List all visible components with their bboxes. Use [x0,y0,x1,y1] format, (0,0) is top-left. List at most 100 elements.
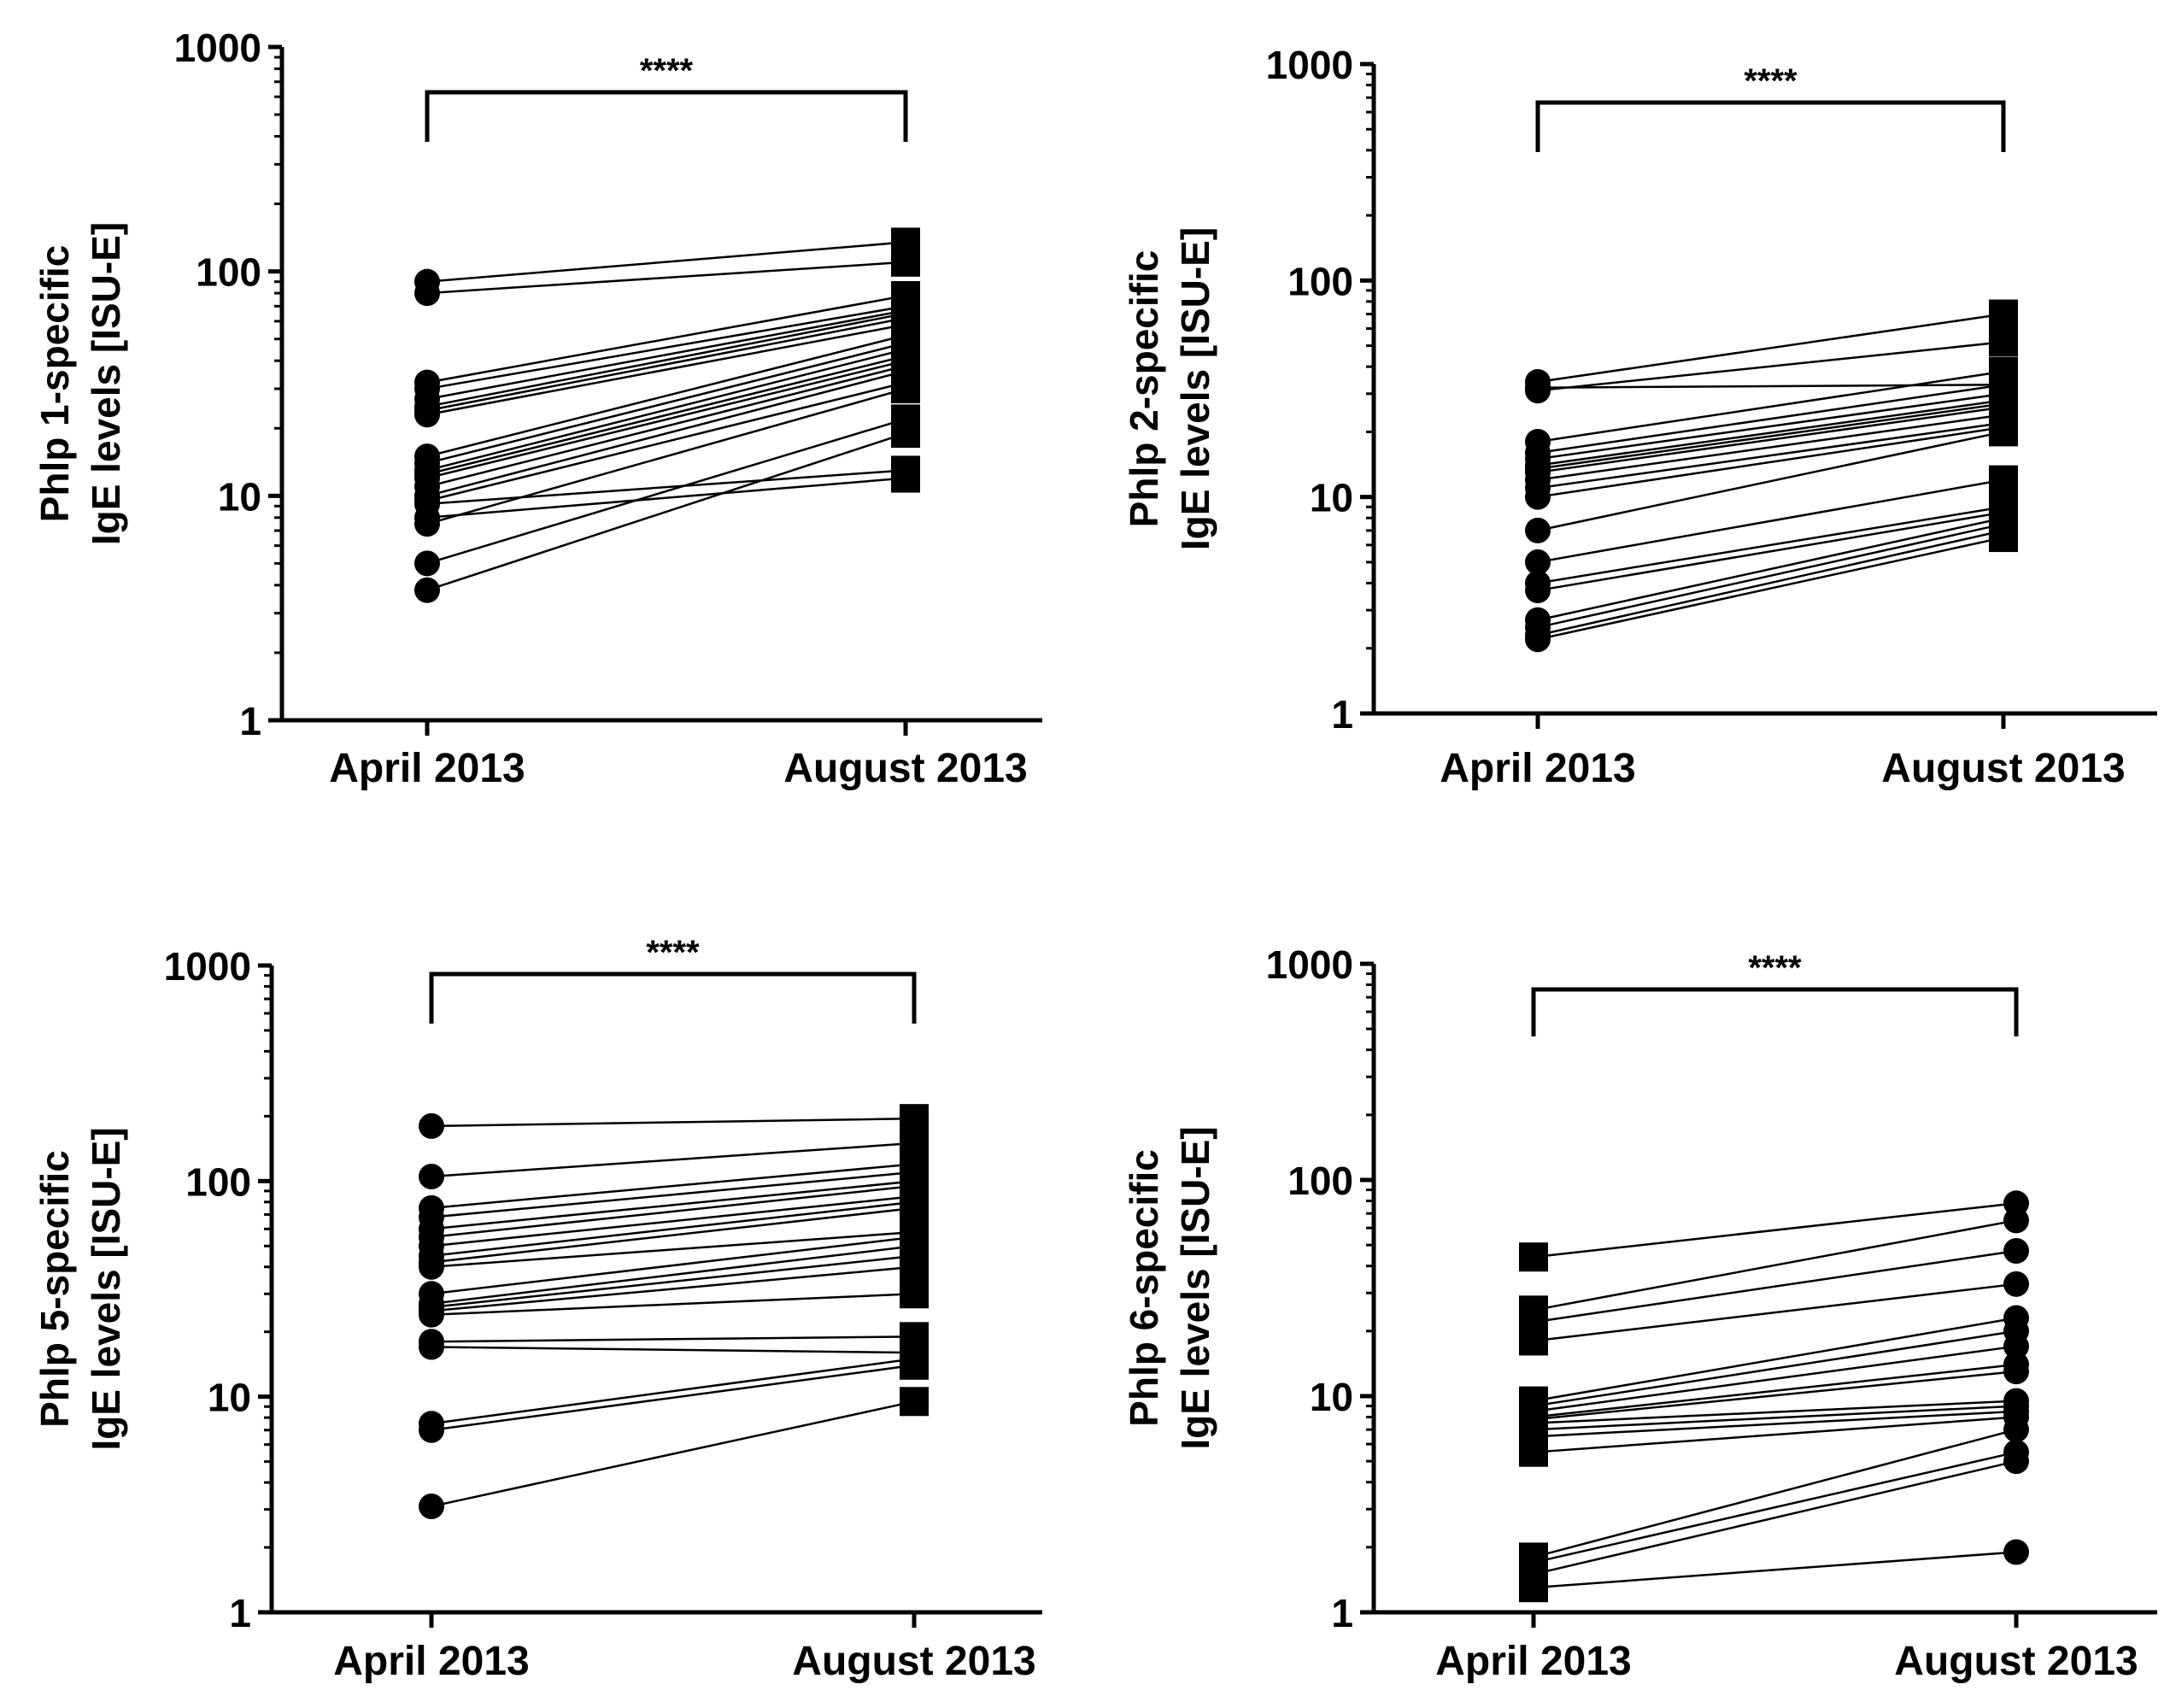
pair-line [1537,402,2004,470]
y-tick-label: 10 [218,474,261,519]
pair-line [426,241,906,283]
y-axis-label-line1: Phlp 2-specific [1122,250,1166,528]
pair-line [426,342,906,465]
pair-line [1537,313,2004,384]
pair-line [1533,1451,2017,1564]
x-tick-label: August 2013 [783,746,1027,791]
april-point [414,577,440,603]
pair-line [1533,1249,2017,1324]
pair-line [1537,341,2004,392]
pair-line [426,364,906,488]
april-point [1525,578,1551,604]
pair-line [431,1142,915,1178]
y-axis-label-line2: IgE levels [ISU-E] [1173,1126,1217,1449]
pair-line [431,1265,915,1312]
pair-line [1533,1551,2017,1589]
y-tick-label: 1 [1331,1591,1353,1635]
april-point [419,1163,444,1189]
pair-line [431,1400,915,1508]
x-tick-label: April 2013 [1440,746,1635,791]
significance-bracket [1535,100,2006,152]
pair-line [426,316,906,412]
august-point [2003,1237,2029,1264]
august-point [2003,1359,2029,1385]
y-tick-label: 1000 [1266,942,1353,987]
x-tick-label: April 2013 [333,1639,529,1684]
pair-line [1537,523,2004,629]
april-point [419,1494,444,1520]
pair-line [426,323,906,416]
pair-line [431,1206,915,1264]
august-point [900,1279,929,1309]
y-axis-label-line2: IgE levels [ISU-E] [1173,227,1217,550]
pair-line [431,1245,915,1306]
pair-line [431,1171,915,1218]
y-axis-label-line2: IgE levels [ISU-E] [84,222,128,545]
pair-line [426,348,906,472]
pair-line [426,387,906,525]
y-axis-label-line2: IgE levels [ISU-E] [84,1127,128,1450]
pair-line [426,381,906,502]
pair-line [426,294,906,384]
april-point [1519,1573,1548,1603]
april-point [414,511,440,537]
pair-line [1533,1459,2017,1576]
y-tick-label: 10 [1310,476,1353,520]
pair-line [426,469,906,506]
pair-line [1537,406,2004,474]
april-point [1519,1242,1548,1272]
x-tick-label: August 2013 [1881,746,2125,791]
y-axis-label-line1: Phlp 1-specific [32,245,77,523]
pair-line [431,1293,915,1316]
pair-line [1537,392,2004,461]
pair-line [426,359,906,479]
august-point [891,374,920,404]
pair-line [426,261,906,295]
pair-line [431,1230,915,1268]
pair-line [1537,421,2004,490]
august-point [891,247,920,277]
y-tick-label: 100 [196,250,261,295]
y-tick-label: 10 [1310,1375,1353,1419]
august-point [1989,299,2018,329]
pair-line [1533,1329,2017,1407]
august-point [900,1104,929,1134]
pair-line [431,1194,915,1247]
august-point [1989,523,2018,553]
pair-line [426,355,906,476]
august-point [1989,465,2018,495]
pair-line [1537,384,2004,455]
pair-line [426,431,906,591]
pair-line [426,312,906,408]
pair-line [431,1184,915,1239]
august-point [900,1387,929,1417]
significance-bracket [1531,987,2019,1036]
y-axis-label-line1: Phlp 6-specific [1122,1149,1166,1427]
august-point [891,419,920,449]
pair-line [1533,1405,2017,1431]
pair-line [1533,1219,2017,1312]
pair-line [1537,511,2004,592]
pair-line [1533,1363,2017,1418]
y-tick-label: 10 [208,1376,251,1420]
pair-line [1533,1428,2017,1558]
pair-line [1537,431,2004,532]
significance-bracket [425,90,908,142]
pair-line [431,1346,915,1354]
pair-line [1537,529,2004,637]
pair-line [1537,414,2004,481]
significance-label: **** [1748,949,1802,987]
panel-3: 1 10 100 1000 April 2013 August 2013 Phlp 5-sp… [32,934,1042,1684]
pair-line [1533,1370,2017,1421]
pair-line [1533,1400,2017,1424]
april-point [419,1253,444,1280]
y-axis-label-line1: Phlp 5-specific [32,1150,77,1428]
pair-line [1533,1202,2017,1259]
august-point [1989,417,2018,447]
x-tick-label: April 2013 [329,746,525,791]
pair-line [431,1236,915,1295]
pair-line [431,1335,915,1343]
y-tick-label: 100 [1287,259,1353,303]
significance-label: **** [646,934,700,971]
